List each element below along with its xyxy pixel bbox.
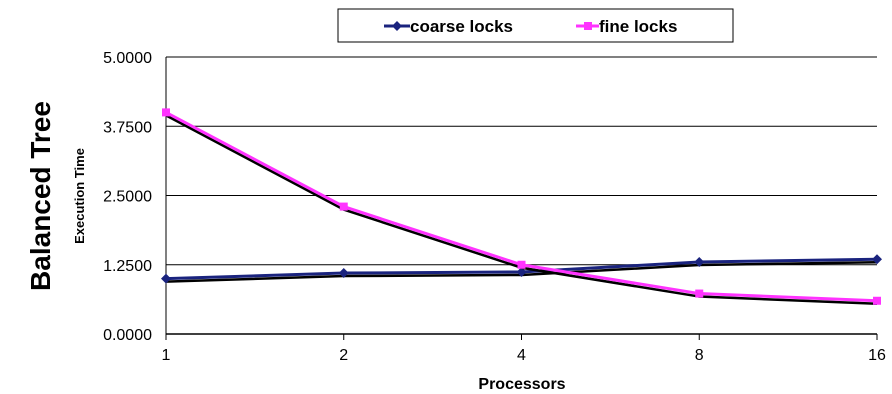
data-point	[516, 266, 527, 277]
x-axis-title: Processors	[478, 376, 565, 393]
gridlines	[166, 56, 877, 266]
y-tick-label: 1.2500	[103, 258, 152, 275]
legend-item-fine-locks: fine locks	[576, 17, 677, 36]
x-tick-label: 2	[339, 347, 348, 364]
data-point	[695, 289, 704, 298]
y-tick-label: 3.7500	[103, 119, 152, 136]
data-point	[338, 268, 349, 279]
y-tick-label: 5.0000	[103, 50, 152, 67]
y-tick-label: 2.5000	[103, 189, 152, 206]
x-tick-label: 16	[868, 347, 886, 364]
axes	[165, 57, 878, 340]
x-tick-label: 8	[695, 347, 704, 364]
x-tick-label: 4	[517, 347, 526, 364]
data-point	[339, 202, 348, 211]
x-tick-label: 1	[162, 347, 171, 364]
data-point	[517, 260, 526, 269]
legend: coarse locks fine locks	[337, 8, 734, 43]
data-point	[872, 254, 882, 265]
side-title: Balanced Tree	[25, 101, 56, 291]
data-point	[873, 296, 881, 305]
legend-label-coarse: coarse locks	[410, 17, 513, 36]
legend-item-coarse-locks: coarse locks	[384, 17, 513, 36]
y-axis-title: Execution Time	[72, 148, 87, 244]
series-group	[161, 108, 882, 306]
y-tick-label: 0.0000	[103, 327, 152, 344]
series-fine-locks	[162, 108, 881, 306]
legend-marker-fine	[584, 22, 592, 30]
tick-labels: 0.0000 1.2500 2.5000 3.7500 5.0000 1 2 4 8 16	[103, 50, 886, 364]
data-point	[162, 108, 170, 117]
data-point	[161, 273, 171, 284]
series-coarse-locks	[161, 254, 882, 284]
data-point	[694, 256, 705, 267]
legend-marker-coarse	[392, 21, 402, 31]
legend-label-fine: fine locks	[599, 17, 677, 36]
